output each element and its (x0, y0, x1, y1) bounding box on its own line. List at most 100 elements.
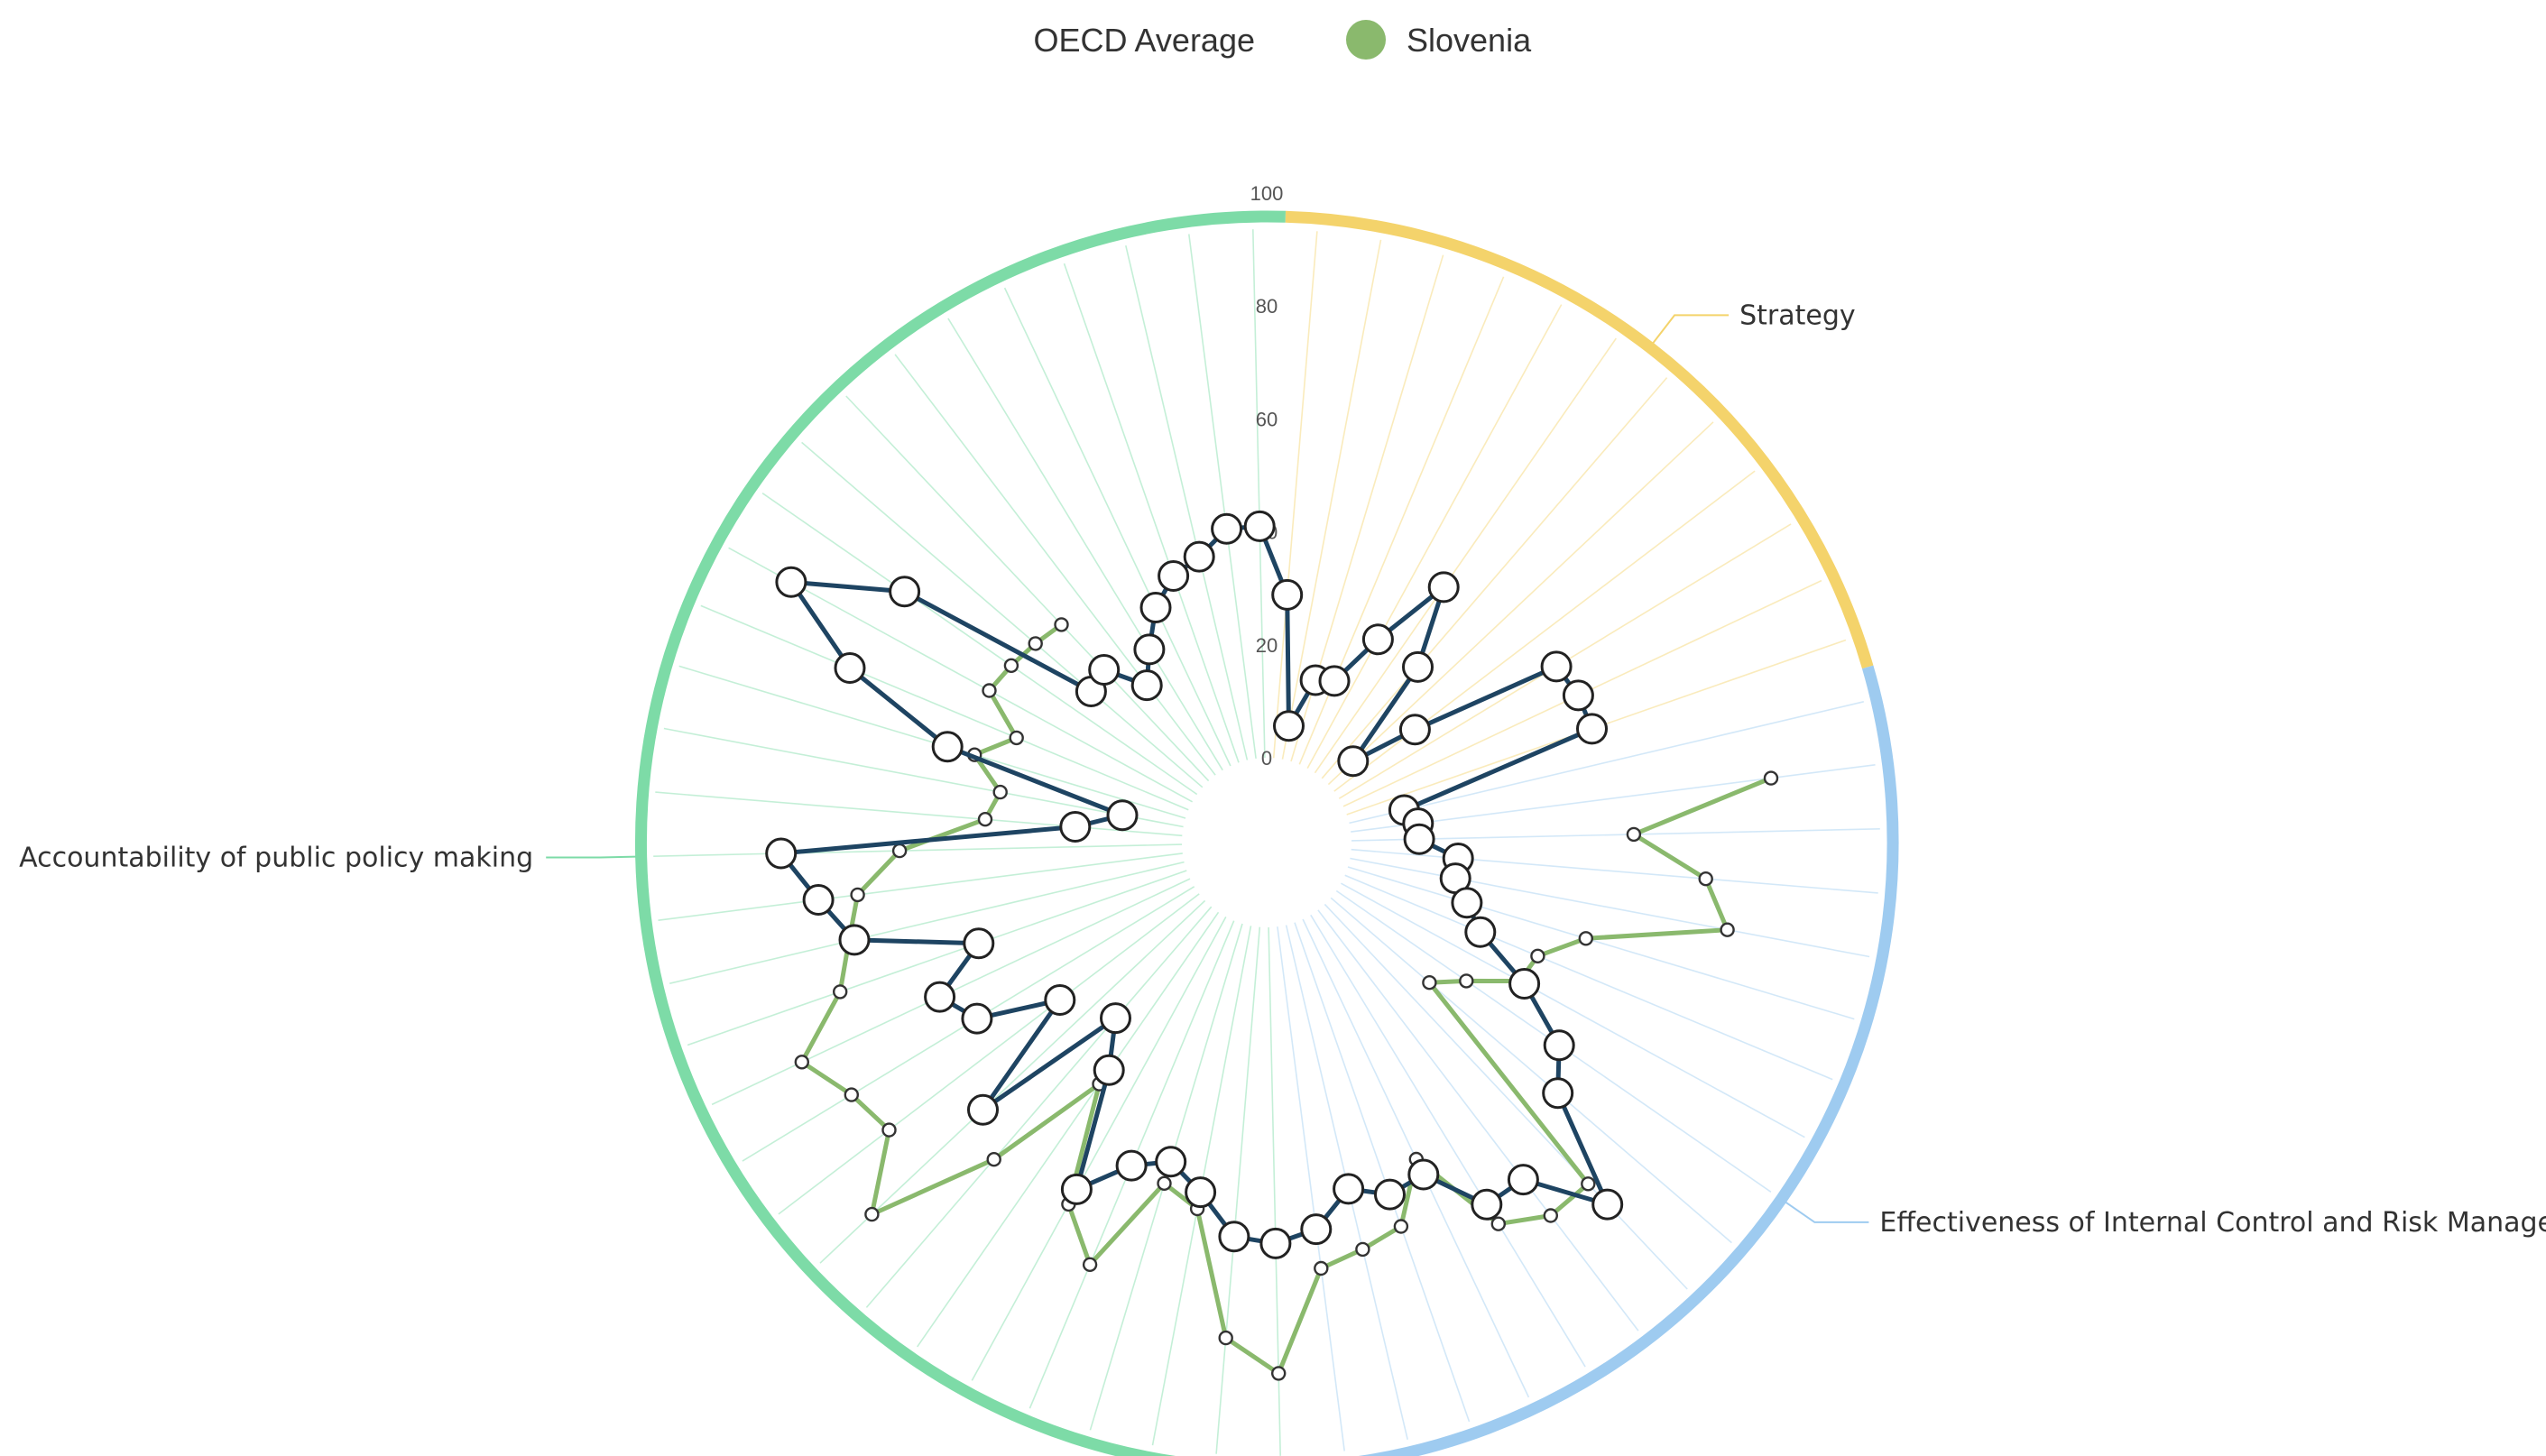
grid-spoke (801, 441, 1204, 788)
slovenia-point[interactable] (844, 1087, 859, 1102)
group-label: Strategy (1739, 299, 1856, 331)
oecd-average-point[interactable] (1044, 984, 1076, 1016)
slovenia-point[interactable] (850, 887, 865, 903)
slovenia-point[interactable] (1157, 1175, 1172, 1192)
oecd-average-point[interactable] (1398, 714, 1431, 746)
slovenia-point[interactable] (1422, 974, 1437, 991)
oecd-average-point[interactable] (1300, 1213, 1333, 1246)
oecd-average-point[interactable] (1543, 1029, 1575, 1062)
oecd-average-point[interactable] (1259, 1227, 1292, 1259)
oecd-average-point[interactable] (775, 566, 807, 598)
slovenia-point[interactable] (1763, 770, 1779, 786)
oecd-average-point[interactable] (1337, 745, 1370, 778)
slovenia-point[interactable] (1270, 1366, 1287, 1381)
oecd-average-point[interactable] (1211, 512, 1243, 545)
slovenia-point[interactable] (891, 843, 908, 859)
group-arc[interactable] (634, 210, 1313, 1456)
oecd-average-point[interactable] (1407, 1158, 1440, 1191)
oecd-average-point[interactable] (1060, 1173, 1093, 1205)
slovenia-point[interactable] (864, 1206, 880, 1222)
oecd-average-point[interactable] (1402, 650, 1434, 683)
oecd-average-point[interactable] (1318, 665, 1351, 697)
oecd-average-point[interactable] (961, 1002, 993, 1035)
oecd-average-point[interactable] (1158, 560, 1190, 592)
oecd-average-point[interactable] (1540, 650, 1573, 683)
slovenia-point[interactable] (977, 812, 993, 827)
oecd-average-point[interactable] (1218, 1221, 1250, 1253)
group-arc[interactable] (1314, 665, 1899, 1456)
oecd-average-point[interactable] (1576, 713, 1608, 745)
legend-oecd-average[interactable]: OECD Average (1034, 22, 1255, 59)
oecd-average-point[interactable] (1059, 811, 1092, 843)
oecd-average-point[interactable] (1183, 540, 1215, 573)
legend-slovenia[interactable]: Slovenia (1407, 22, 1532, 59)
oecd-average-point[interactable] (1139, 592, 1172, 623)
oecd-average-point[interactable] (838, 924, 871, 956)
slovenia-point[interactable] (1009, 730, 1024, 746)
oecd-average-point[interactable] (1542, 1077, 1574, 1110)
slovenia-point[interactable] (1543, 1208, 1559, 1223)
oecd-average-point[interactable] (1508, 968, 1541, 1000)
slovenia-point[interactable] (982, 683, 997, 698)
oecd-average-point[interactable] (1106, 799, 1139, 832)
oecd-average-point[interactable] (1155, 1146, 1187, 1178)
slovenia-point[interactable] (1459, 973, 1474, 989)
oecd-average-point[interactable] (1374, 1178, 1406, 1211)
oecd-average-point[interactable] (1271, 578, 1304, 611)
oecd-average-point[interactable] (889, 576, 921, 608)
oecd-average-point[interactable] (1100, 1002, 1131, 1035)
slovenia-point[interactable] (1698, 871, 1713, 887)
oecd-average-point[interactable] (1115, 1149, 1148, 1182)
slovenia-point[interactable] (1314, 1260, 1329, 1276)
oecd-average-point[interactable] (1471, 1188, 1503, 1221)
grid-spoke (663, 727, 1184, 828)
slovenia-point[interactable] (992, 784, 1008, 800)
slovenia-point[interactable] (881, 1122, 897, 1138)
slovenia-point[interactable] (794, 1055, 809, 1070)
oecd-average-point[interactable] (1562, 679, 1594, 712)
oecd-average-point[interactable] (802, 884, 835, 916)
oecd-average-point[interactable] (1133, 633, 1166, 666)
oecd-average-point[interactable] (765, 837, 798, 870)
slovenia-point[interactable] (833, 984, 848, 1000)
oecd-average-point[interactable] (1591, 1188, 1624, 1221)
oecd-average-point[interactable] (1507, 1164, 1539, 1196)
oecd-average-point[interactable] (963, 927, 995, 960)
slovenia-point[interactable] (1054, 617, 1069, 632)
slovenia-point[interactable] (1393, 1219, 1409, 1234)
oecd-average-point[interactable] (1464, 916, 1497, 948)
oecd-average-point[interactable] (1088, 654, 1121, 686)
group-arc[interactable] (1285, 210, 1874, 669)
slovenia-point[interactable] (1003, 658, 1019, 673)
radial-tick-label: 80 (1256, 295, 1278, 318)
oecd-average-point[interactable] (1333, 1173, 1365, 1205)
slovenia-point[interactable] (986, 1151, 1001, 1167)
slovenia-point[interactable] (1720, 922, 1735, 937)
oecd-average-point[interactable] (834, 652, 866, 684)
slovenia-point[interactable] (1218, 1330, 1233, 1346)
oecd-average-point[interactable] (1451, 887, 1483, 919)
oecd-average-point[interactable] (1243, 510, 1276, 542)
oecd-average-point[interactable] (967, 1093, 999, 1126)
slovenia-point[interactable] (1530, 948, 1545, 964)
grid-spoke (1063, 263, 1240, 763)
legend-slovenia-marker[interactable] (1346, 20, 1386, 60)
oecd-average-point[interactable] (1273, 710, 1305, 742)
grid-spoke (1321, 377, 1668, 779)
slovenia-series (799, 622, 1772, 1376)
oecd-average-point[interactable] (1361, 623, 1394, 656)
slovenia-point[interactable] (1028, 636, 1043, 651)
slovenia-point[interactable] (1581, 1176, 1596, 1192)
slovenia-point[interactable] (1578, 931, 1594, 946)
oecd-average-point[interactable] (1130, 669, 1163, 702)
oecd-average-point[interactable] (1427, 571, 1460, 604)
oecd-average-point[interactable] (924, 981, 956, 1013)
oecd-average-point[interactable] (1093, 1054, 1125, 1086)
oecd-average-point[interactable] (1185, 1176, 1217, 1209)
oecd-average-point[interactable] (1403, 823, 1435, 855)
slovenia-point[interactable] (1490, 1216, 1507, 1231)
slovenia-point[interactable] (1626, 826, 1642, 843)
oecd-average-point[interactable] (931, 731, 964, 763)
slovenia-point[interactable] (1082, 1257, 1098, 1273)
slovenia-point[interactable] (1355, 1241, 1370, 1258)
